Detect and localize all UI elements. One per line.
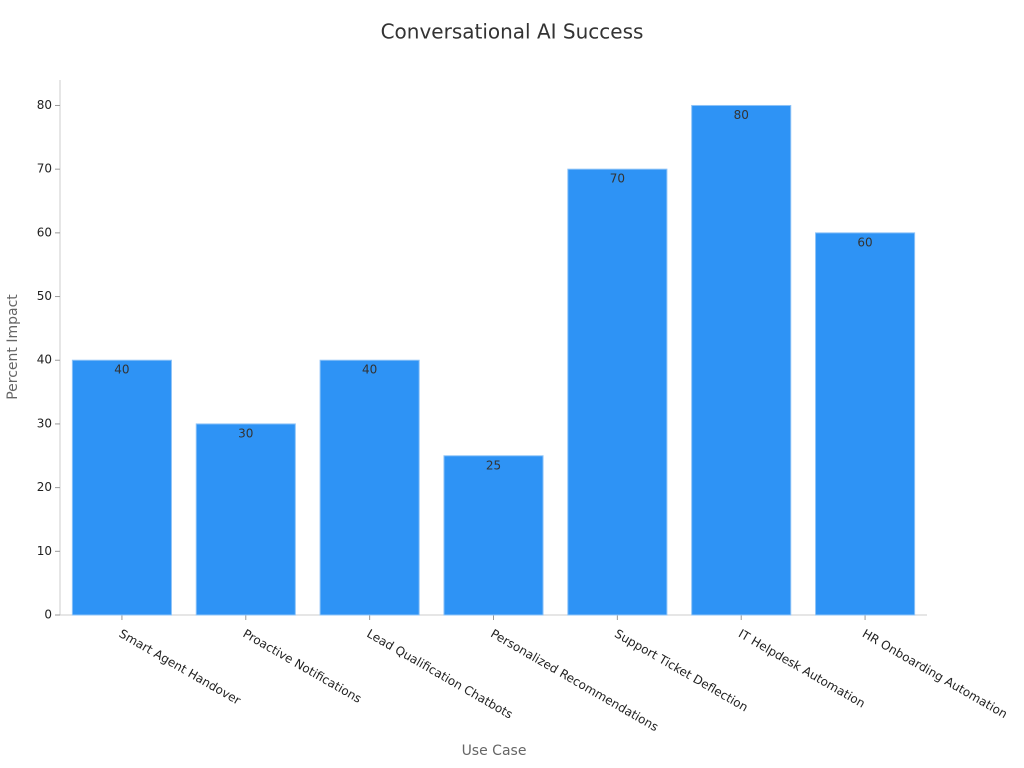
y-tick-label: 30: [37, 416, 52, 430]
value-label: 70: [610, 172, 625, 186]
y-tick-label: 20: [37, 480, 52, 494]
x-axis-label: Use Case: [462, 743, 527, 759]
y-tick-label: 0: [44, 608, 52, 622]
y-tick-label: 60: [37, 225, 52, 239]
x-tick-label: IT Helpdesk Automation: [736, 627, 868, 711]
value-label: 25: [486, 458, 501, 472]
y-tick-label: 40: [37, 353, 52, 367]
bar: [71, 359, 172, 616]
value-label: 40: [114, 363, 129, 377]
x-tick-label: Support Ticket Deflection: [612, 627, 750, 715]
y-axis-label: Percent Impact: [5, 294, 21, 400]
y-tick-label: 70: [37, 162, 52, 176]
chart-title: Conversational AI Success: [381, 20, 644, 44]
value-label: 30: [238, 426, 253, 440]
bar: [319, 359, 420, 616]
x-tick-label: Smart Agent Handover: [117, 627, 243, 708]
bar: [195, 423, 296, 616]
x-tick-label: Proactive Notifications: [241, 627, 364, 706]
y-tick-label: 50: [37, 289, 52, 303]
bar: [815, 232, 916, 616]
y-tick-label: 80: [37, 98, 52, 112]
bar: [691, 104, 792, 616]
y-tick-label: 10: [37, 544, 52, 558]
value-label: 80: [734, 108, 749, 122]
x-tick-label: HR Onboarding Automation: [860, 627, 1010, 722]
value-label: 60: [857, 235, 872, 249]
bar: [443, 455, 544, 616]
value-label: 40: [362, 363, 377, 377]
bar: [567, 168, 668, 616]
